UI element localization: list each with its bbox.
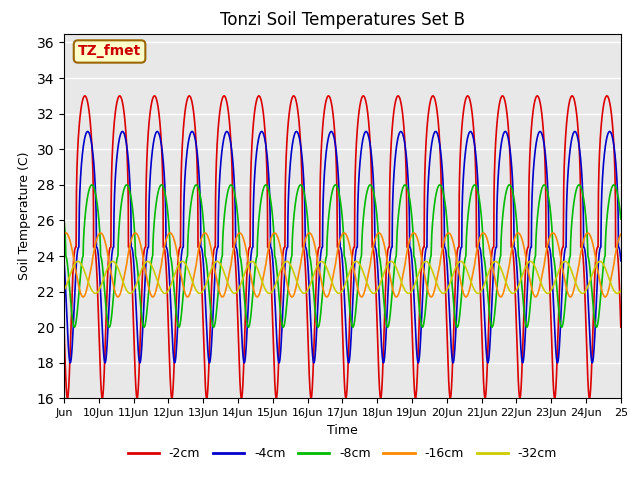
Line: -4cm: -4cm bbox=[64, 132, 621, 363]
-8cm bbox=[523, 324, 531, 330]
-16cm bbox=[288, 294, 296, 300]
-8cm bbox=[617, 216, 625, 222]
-16cm bbox=[364, 276, 371, 282]
X-axis label: Time: Time bbox=[327, 424, 358, 437]
Legend: -2cm, -4cm, -8cm, -16cm, -32cm: -2cm, -4cm, -8cm, -16cm, -32cm bbox=[123, 442, 562, 465]
-4cm bbox=[60, 258, 68, 264]
-16cm bbox=[617, 231, 625, 237]
-2cm bbox=[393, 94, 401, 100]
Line: -16cm: -16cm bbox=[64, 233, 621, 297]
-32cm bbox=[60, 288, 68, 293]
-4cm bbox=[537, 129, 545, 135]
-32cm bbox=[161, 290, 169, 296]
-32cm bbox=[179, 259, 186, 264]
-8cm bbox=[364, 188, 371, 193]
Line: -2cm: -2cm bbox=[64, 96, 621, 398]
-4cm bbox=[523, 304, 531, 310]
-4cm bbox=[175, 284, 183, 290]
-8cm bbox=[297, 182, 305, 188]
-16cm bbox=[523, 260, 531, 266]
-2cm bbox=[516, 396, 524, 401]
-16cm bbox=[175, 264, 183, 270]
-8cm bbox=[537, 189, 545, 194]
Y-axis label: Soil Temperature (C): Soil Temperature (C) bbox=[18, 152, 31, 280]
-32cm bbox=[176, 261, 184, 266]
Line: -8cm: -8cm bbox=[64, 185, 621, 327]
Title: Tonzi Soil Temperatures Set B: Tonzi Soil Temperatures Set B bbox=[220, 11, 465, 29]
-16cm bbox=[60, 231, 68, 237]
-2cm bbox=[363, 105, 371, 110]
-2cm bbox=[499, 93, 506, 99]
-2cm bbox=[537, 105, 545, 111]
-8cm bbox=[280, 324, 287, 330]
-32cm bbox=[364, 281, 371, 287]
-2cm bbox=[495, 103, 503, 108]
-32cm bbox=[393, 267, 401, 273]
-32cm bbox=[617, 288, 625, 293]
-2cm bbox=[175, 246, 183, 252]
-4cm bbox=[363, 129, 371, 135]
-2cm bbox=[523, 250, 531, 256]
-2cm bbox=[617, 324, 625, 330]
Text: TZ_fmet: TZ_fmet bbox=[78, 45, 141, 59]
-8cm bbox=[60, 216, 68, 222]
-32cm bbox=[537, 280, 545, 286]
-4cm bbox=[536, 129, 544, 134]
-4cm bbox=[393, 141, 401, 147]
-32cm bbox=[495, 262, 503, 268]
-4cm bbox=[519, 360, 527, 366]
Line: -32cm: -32cm bbox=[64, 262, 621, 293]
-8cm bbox=[393, 230, 401, 236]
-4cm bbox=[495, 161, 503, 167]
-16cm bbox=[393, 294, 401, 300]
-8cm bbox=[495, 259, 503, 265]
-2cm bbox=[60, 324, 68, 330]
-16cm bbox=[271, 230, 278, 236]
-4cm bbox=[617, 258, 625, 264]
-16cm bbox=[495, 293, 503, 299]
-32cm bbox=[523, 262, 531, 268]
-16cm bbox=[537, 277, 545, 283]
-8cm bbox=[175, 324, 183, 329]
